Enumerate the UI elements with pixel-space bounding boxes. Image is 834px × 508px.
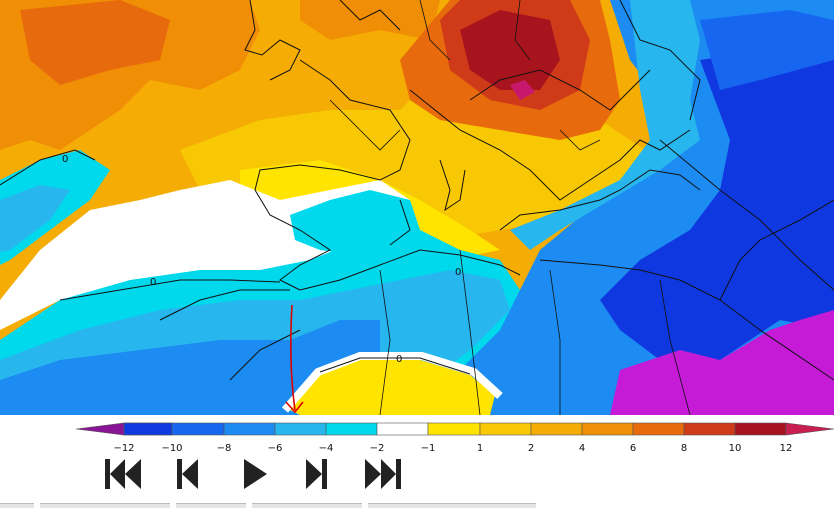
legend-tick-label: 2 bbox=[528, 443, 534, 454]
tab[interactable] bbox=[40, 503, 170, 508]
map-canvas: 0 0 0 0 bbox=[0, 0, 834, 415]
isoline-label: 0 bbox=[150, 277, 156, 288]
coastlines bbox=[159, 0, 834, 381]
legend-low-end bbox=[75, 422, 125, 436]
legend-swatch bbox=[325, 422, 378, 436]
atlantic-blue-tongue bbox=[0, 185, 70, 252]
step-back-icon bbox=[177, 459, 198, 489]
legend-swatch bbox=[581, 422, 634, 436]
legend-swatch bbox=[632, 422, 685, 436]
sahara-white-ring bbox=[281, 352, 503, 413]
animation-controls bbox=[100, 452, 420, 496]
isoline-label-group: 0 0 0 0 bbox=[62, 154, 461, 365]
legend-tick-label: 1 bbox=[477, 443, 483, 454]
temperature-anomaly-map: 0 0 0 0 bbox=[0, 0, 834, 415]
red-arrow-annotation bbox=[285, 304, 304, 414]
tab[interactable] bbox=[0, 503, 34, 508]
legend-high-end bbox=[785, 422, 834, 436]
sahara-yellow-patch bbox=[290, 360, 495, 415]
legend-swatch bbox=[376, 422, 429, 436]
legend-tick-label: −6 bbox=[268, 443, 283, 454]
legend-tick-label: 12 bbox=[780, 443, 793, 454]
atlantic-red-patch bbox=[20, 0, 170, 85]
atlantic-orange-east bbox=[300, 0, 440, 40]
legend-scale: −12 −10 −8 −6 −4 −2 −1 1 2 4 6 8 10 12 bbox=[75, 422, 834, 454]
isoline-label: 0 bbox=[455, 267, 461, 278]
bottom-tab-strip bbox=[0, 502, 834, 508]
tab[interactable] bbox=[368, 503, 536, 508]
tab[interactable] bbox=[176, 503, 246, 508]
step-forward-icon bbox=[306, 459, 327, 489]
iberia-cyan-patch bbox=[290, 190, 420, 255]
legend-swatch bbox=[479, 422, 532, 436]
east-royal-region bbox=[600, 40, 834, 360]
legend-swatch bbox=[683, 422, 736, 436]
skip-back-double-icon bbox=[105, 459, 141, 489]
legend-swatch bbox=[123, 422, 173, 436]
isoline-label: 0 bbox=[396, 354, 402, 365]
legend-swatch bbox=[171, 422, 225, 436]
east-sky-region bbox=[510, 0, 700, 250]
play-button[interactable] bbox=[236, 452, 272, 496]
play-icon bbox=[244, 459, 267, 489]
legend-swatch bbox=[427, 422, 481, 436]
legend-swatch bbox=[530, 422, 583, 436]
zero-isolines bbox=[0, 149, 471, 375]
legend-tick-label: −12 bbox=[113, 443, 134, 454]
legend-tick-label: 6 bbox=[630, 443, 636, 454]
legend-tick-label: 8 bbox=[681, 443, 687, 454]
legend-tick-label: −2 bbox=[370, 443, 385, 454]
legend-tick-label: −8 bbox=[217, 443, 232, 454]
country-borders bbox=[329, 0, 691, 415]
first-frame-button[interactable] bbox=[100, 452, 146, 496]
legend-tick-label: −10 bbox=[161, 443, 182, 454]
legend-tick-label: −1 bbox=[421, 443, 436, 454]
next-frame-button[interactable] bbox=[300, 452, 334, 496]
previous-frame-button[interactable] bbox=[170, 452, 204, 496]
legend-tick-label: 4 bbox=[579, 443, 585, 454]
last-frame-button[interactable] bbox=[360, 452, 406, 496]
legend-tick-label: 10 bbox=[729, 443, 742, 454]
tab[interactable] bbox=[252, 503, 362, 508]
legend-swatch bbox=[274, 422, 327, 436]
arabia-magenta-region bbox=[610, 310, 834, 415]
color-legend: −12 −10 −8 −6 −4 −2 −1 1 2 4 6 8 10 12 bbox=[0, 415, 834, 460]
east-darkblue-region bbox=[700, 10, 834, 90]
skip-forward-double-icon bbox=[365, 459, 401, 489]
africa-blue-region bbox=[0, 320, 380, 415]
legend-tick-label: −4 bbox=[319, 443, 334, 454]
central-europe-darkred bbox=[460, 10, 560, 90]
legend-swatch bbox=[223, 422, 276, 436]
europe-magenta-spot bbox=[510, 80, 535, 100]
legend-swatch bbox=[734, 422, 787, 436]
isoline-label: 0 bbox=[62, 154, 68, 165]
